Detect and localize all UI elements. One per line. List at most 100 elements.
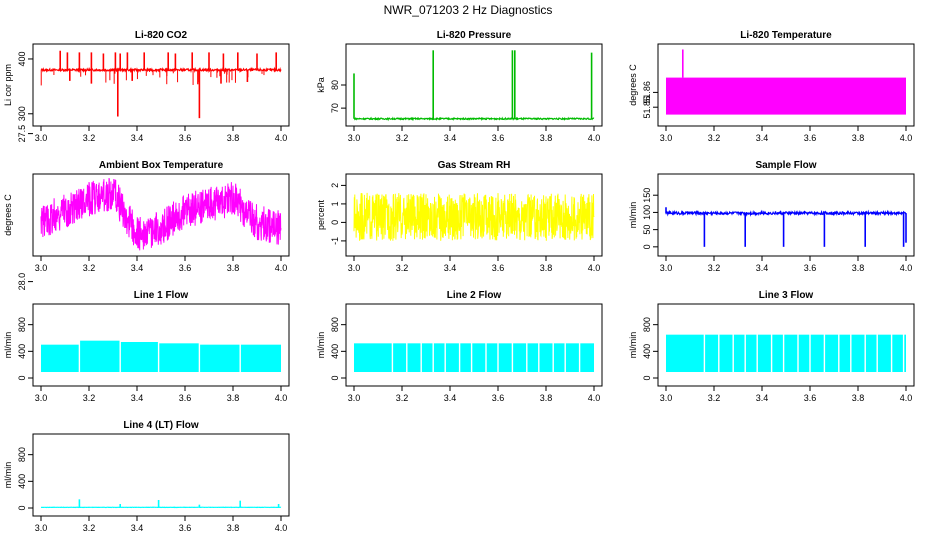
- y-tick-label: 51.85: [642, 96, 652, 119]
- x-tick-label: 3.0: [35, 263, 48, 273]
- y-tick-label: 400: [642, 344, 652, 359]
- chart-panel: Ambient Box Temperature 3.0 3.2 3.4 3.6 3.8 4.…: [3, 125, 290, 290]
- chart-panel: Line 1 Flow 3.0 3.2 3.4 3.6 3.8 4.0 0 400 800 ml/m…: [3, 290, 290, 403]
- y-tick-label: 0: [17, 505, 27, 510]
- y-tick-label: 400: [17, 474, 27, 489]
- x-tick-label: 4.0: [275, 523, 288, 533]
- y-tick-label: 51.86: [642, 81, 652, 104]
- y-axis-label: ml/min: [316, 332, 326, 359]
- y-tick-label: 0: [330, 220, 340, 225]
- x-tick-label: 3.2: [83, 523, 96, 533]
- chart-panel: Sample Flow 3.0 3.2 3.4 3.6 3.8 4.0 0 50 100 150 ml…: [628, 160, 915, 273]
- panels: Li-820 CO2 3.0 3.2 3.4 3.6 3.8 4.0 300 400 Li cor…: [3, 30, 915, 533]
- chart-panel: Li-820 Temperature 3.0 3.2 3.4 3.6 3.8 4.0 51.8…: [628, 30, 915, 143]
- x-tick-label: 3.8: [852, 393, 865, 403]
- x-tick-label: 3.4: [444, 133, 457, 143]
- x-tick-label: 3.4: [756, 263, 769, 273]
- x-tick-label: 3.8: [852, 133, 865, 143]
- x-tick-label: 3.2: [396, 133, 409, 143]
- x-tick-label: 3.2: [396, 263, 409, 273]
- plot-frame: [657, 303, 915, 387]
- x-tick-label: 4.0: [275, 393, 288, 403]
- chart-title: Line 3 Flow: [759, 290, 814, 301]
- x-tick-label: 3.0: [348, 263, 361, 273]
- x-tick-label: 3.4: [131, 523, 144, 533]
- y-tick-label: 800: [17, 317, 27, 332]
- series-area: [199, 344, 241, 372]
- series-area: [240, 344, 281, 372]
- y-tick-label: 27.5: [17, 125, 27, 143]
- chart-title: Sample Flow: [755, 160, 816, 171]
- chart-title: Li-820 Pressure: [437, 30, 512, 41]
- x-tick-label: 3.6: [804, 263, 817, 273]
- chart-title: Line 4 (LT) Flow: [123, 420, 199, 431]
- series-line: [353, 192, 595, 241]
- y-tick-label: 80: [330, 80, 340, 90]
- chart-title: Li-820 Temperature: [740, 30, 832, 41]
- series-area: [666, 334, 906, 372]
- y-axis-label: Li cor ppm: [3, 64, 13, 106]
- x-tick-label: 3.2: [83, 393, 96, 403]
- x-tick-label: 3.8: [227, 393, 240, 403]
- y-axis-label: ml/min: [628, 332, 638, 359]
- y-tick-label: 70: [330, 103, 340, 113]
- chart-panel: Line 2 Flow 3.0 3.2 3.4 3.6 3.8 4.0 0 400 800 ml/m…: [316, 290, 603, 403]
- series-area: [41, 344, 80, 372]
- y-tick-label: 1: [330, 201, 340, 206]
- y-tick-label: 50: [642, 225, 652, 235]
- series-area: [120, 342, 159, 372]
- series-marks: [666, 311, 906, 372]
- y-tick-label: 0: [17, 375, 27, 380]
- x-tick-label: 3.8: [227, 263, 240, 273]
- x-tick-label: 4.0: [900, 393, 913, 403]
- chart-title: Li-820 CO2: [135, 30, 188, 41]
- y-axis-label: degrees C: [3, 194, 13, 236]
- x-tick-label: 4.0: [900, 133, 913, 143]
- plot-frame: [32, 43, 290, 127]
- chart-panel: Gas Stream RH 3.0 3.2 3.4 3.6 3.8 4.0 -1 0 1 2 perc…: [316, 160, 603, 273]
- plot-frame: [32, 173, 290, 257]
- chart-panel: Li-820 CO2 3.0 3.2 3.4 3.6 3.8 4.0 300 400 Li cor…: [3, 30, 290, 143]
- x-tick-label: 3.4: [756, 133, 769, 143]
- y-axis-label: kPa: [316, 77, 326, 93]
- x-tick-label: 3.8: [227, 523, 240, 533]
- series-marks: [665, 207, 907, 247]
- y-axis-label: ml/min: [628, 202, 638, 229]
- y-tick-label: 800: [330, 317, 340, 332]
- series-area: [666, 77, 906, 115]
- x-tick-label: 3.6: [492, 393, 505, 403]
- series-marks: [666, 49, 906, 115]
- plot-frame: [32, 433, 290, 517]
- y-tick-label: 300: [17, 106, 27, 121]
- plot-frame: [345, 303, 603, 387]
- series-area: [354, 343, 594, 372]
- x-tick-label: 3.0: [35, 523, 48, 533]
- x-tick-label: 3.2: [708, 393, 721, 403]
- series-marks: [354, 311, 594, 372]
- x-tick-label: 3.8: [540, 133, 553, 143]
- y-axis-label: percent: [316, 199, 326, 230]
- y-tick-label: 0: [330, 375, 340, 380]
- x-tick-label: 3.8: [852, 263, 865, 273]
- chart-panel: Li-820 Pressure 3.0 3.2 3.4 3.6 3.8 4.0 70 80 kPa: [316, 30, 603, 143]
- series-line: [665, 209, 907, 217]
- series-marks: [40, 50, 282, 119]
- plot-frame: [657, 173, 915, 257]
- plot-frame: [345, 43, 603, 127]
- x-tick-label: 4.0: [588, 393, 601, 403]
- y-tick-label: 400: [330, 344, 340, 359]
- series-marks: [41, 311, 281, 372]
- x-tick-label: 3.6: [804, 393, 817, 403]
- x-tick-label: 3.0: [35, 133, 48, 143]
- y-tick-label: 100: [642, 205, 652, 220]
- page-title: NWR_071203 2 Hz Diagnostics: [384, 3, 553, 17]
- chart-title: Ambient Box Temperature: [99, 160, 224, 171]
- chart-panel: Line 3 Flow 3.0 3.2 3.4 3.6 3.8 4.0 0 400 800 ml/m…: [628, 290, 915, 403]
- y-tick-label: 400: [17, 51, 27, 66]
- x-tick-label: 3.8: [540, 263, 553, 273]
- x-tick-label: 4.0: [275, 133, 288, 143]
- x-tick-label: 4.0: [588, 263, 601, 273]
- x-tick-label: 3.2: [83, 263, 96, 273]
- x-tick-label: 4.0: [275, 263, 288, 273]
- y-axis-label: degrees C: [628, 64, 638, 106]
